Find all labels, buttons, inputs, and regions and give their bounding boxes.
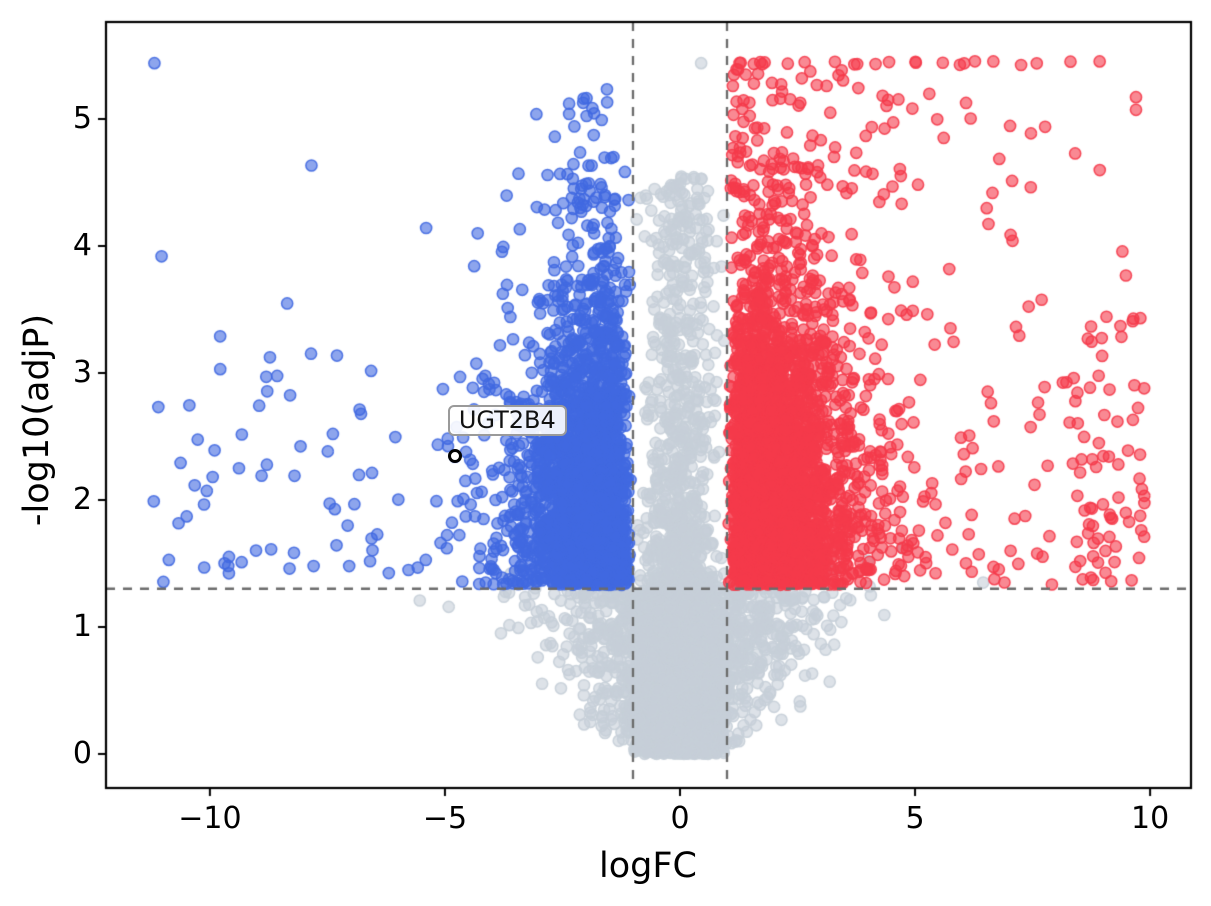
y-tick-label: 0: [72, 735, 92, 771]
y-axis-title: -log10(adjP): [17, 313, 57, 527]
y-tick-label: 1: [72, 608, 92, 644]
x-axis-title: logFC: [599, 846, 697, 886]
y-tick-label: 2: [72, 481, 92, 517]
x-tick-label: −5: [422, 801, 468, 836]
annotated-point-marker: [447, 448, 462, 463]
y-tick-label: 5: [72, 101, 92, 137]
x-tick-label: 10: [1131, 801, 1170, 836]
y-tick-label: 4: [72, 228, 92, 263]
gene-annotation-text: UGT2B4: [458, 405, 556, 434]
y-tick-label: 3: [72, 354, 92, 390]
x-tick-label: −10: [178, 801, 242, 836]
x-tick-label: 5: [905, 801, 925, 836]
x-tick-label: 0: [670, 801, 690, 836]
gene-annotation-label: UGT2B4: [447, 404, 567, 436]
